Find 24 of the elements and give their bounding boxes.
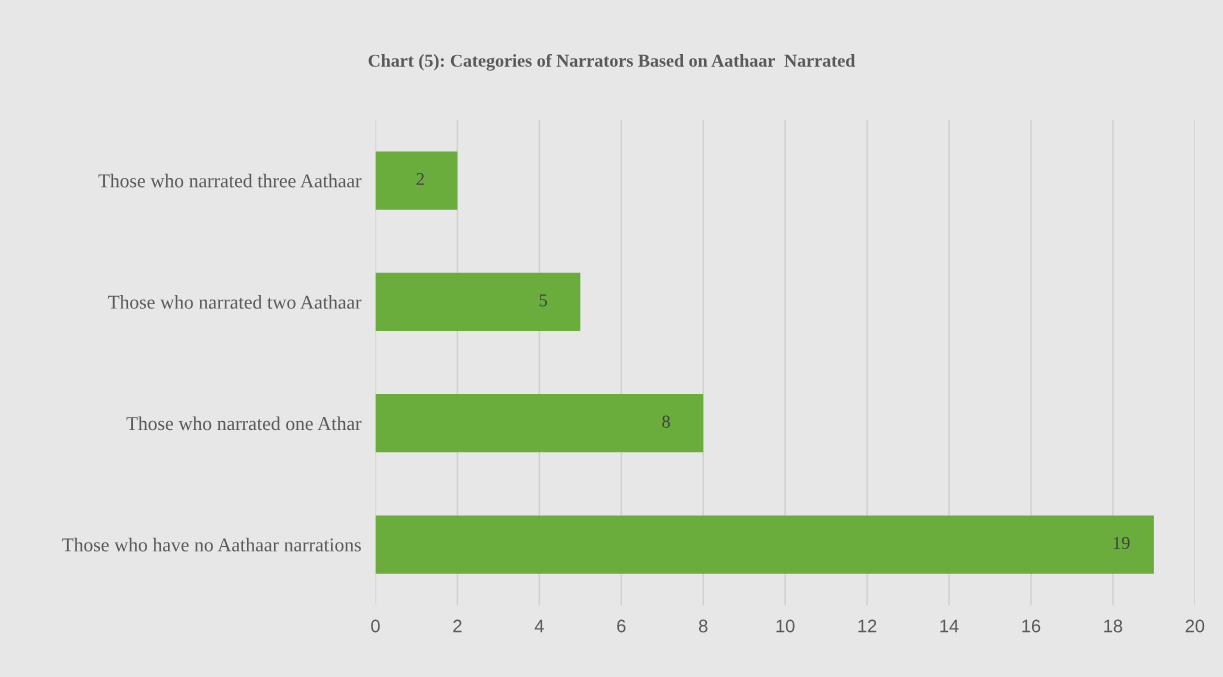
y-tick-label: Those who have no Aathaar narrations (62, 537, 361, 552)
x-tick-label: 6 (617, 619, 626, 633)
x-tick-label: 4 (534, 619, 544, 633)
data-label: 19 (1113, 536, 1130, 550)
x-tick-label: 0 (371, 619, 380, 633)
data-label: 8 (662, 415, 670, 428)
bar (375, 515, 1154, 574)
data-label: 5 (539, 294, 547, 307)
y-tick-label: Those who narrated three Aathaar (98, 173, 362, 188)
bar (375, 151, 458, 210)
bar (375, 394, 704, 453)
x-tick-label: 20 (1185, 619, 1205, 633)
x-tick-label: 10 (776, 619, 795, 633)
y-tick-label: Those who narrated two Aathaar (108, 295, 362, 309)
x-tick-label: 18 (1104, 619, 1123, 633)
bar (375, 272, 581, 331)
x-tick-label: 12 (858, 619, 877, 633)
x-tick-label: 14 (940, 619, 959, 633)
x-tick-label: 2 (453, 619, 462, 633)
chart-title: Chart (5): Categories of Narrators Based on Aathaar Narrated (368, 53, 856, 71)
x-tick-label: 16 (1022, 619, 1041, 633)
y-tick-label: Those who narrated one Athar (126, 416, 362, 431)
x-tick-label: 8 (698, 619, 708, 633)
data-label: 2 (416, 172, 424, 185)
